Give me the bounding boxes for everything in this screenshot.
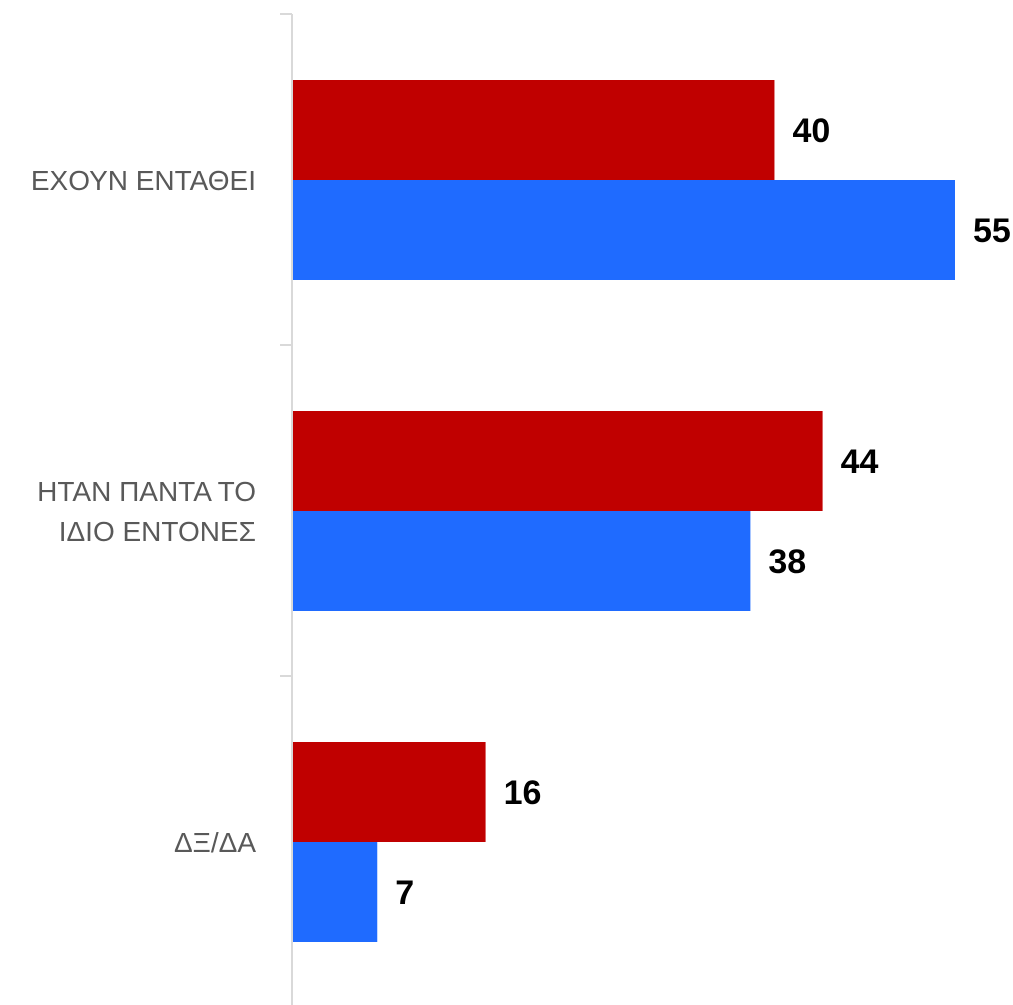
- category-label: ΕΧΟΥΝ ΕΝΤΑΘΕΙ: [31, 165, 256, 196]
- data-label: 55: [973, 212, 1011, 250]
- data-labels: 40 55 44 38 16 7: [395, 112, 1011, 912]
- bar: [293, 742, 486, 842]
- data-label: 38: [768, 543, 806, 581]
- data-label: 16: [504, 774, 542, 812]
- bar: [293, 842, 378, 942]
- category-labels: ΕΧΟΥΝ ΕΝΤΑΘΕΙ ΗΤΑΝ ΠΑΝΤΑ ΤΟ ΙΔΙΟ ΕΝΤΟΝΕΣ ΔΞ…: [31, 165, 256, 858]
- bar: [293, 411, 823, 511]
- data-label: 40: [792, 112, 830, 150]
- data-label: 44: [841, 443, 879, 481]
- bar: [293, 80, 775, 180]
- bars: [293, 80, 955, 942]
- category-label: ΔΞ/ΔΑ: [174, 827, 256, 858]
- bar: [293, 180, 955, 280]
- axis: [280, 13, 293, 1005]
- bar: [293, 511, 751, 611]
- data-label: 7: [395, 874, 414, 912]
- category-label: ΗΤΑΝ ΠΑΝΤΑ ΤΟ ΙΔΙΟ ΕΝΤΟΝΕΣ: [37, 476, 256, 547]
